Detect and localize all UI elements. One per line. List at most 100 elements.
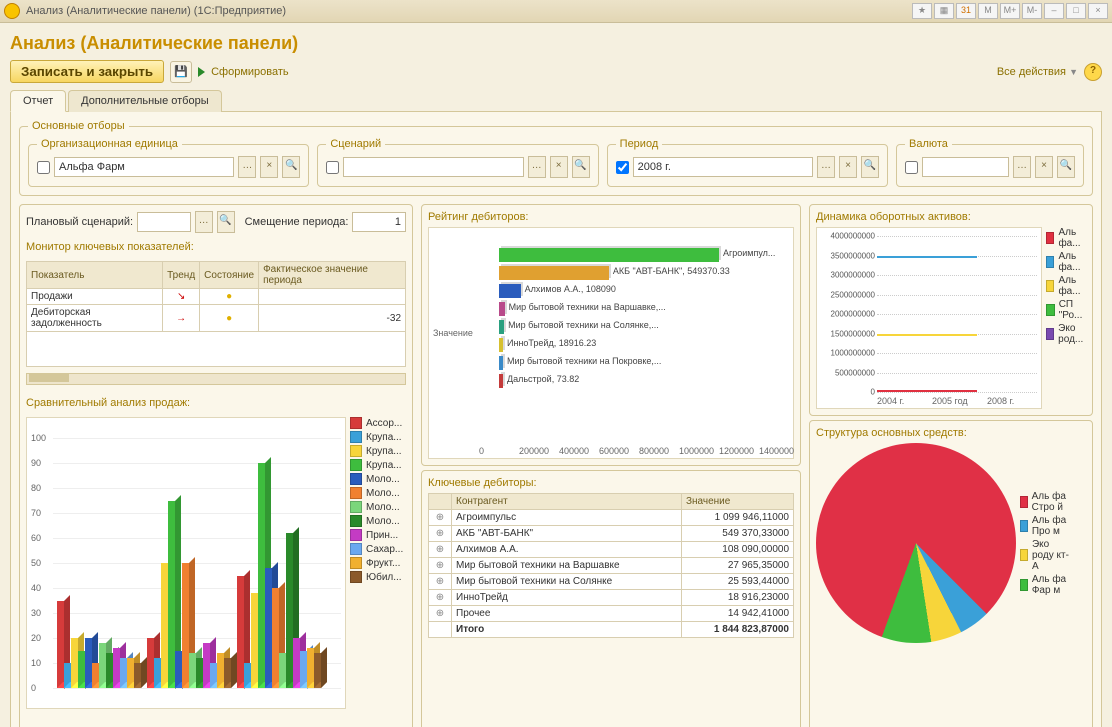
debtors-chart-title: Рейтинг дебиторов:: [428, 211, 794, 223]
app-icon: [4, 3, 20, 19]
legend-item: Эко роду кт-А: [1020, 539, 1070, 572]
filter-scenario-input[interactable]: [343, 157, 523, 177]
table-row[interactable]: ⊕Алхимов А.А.108 090,00000: [429, 542, 794, 558]
sales-legend: Ассор... Крупа... Крупа... Крупа... Моло... М…: [350, 417, 406, 709]
filter-period: Период 2008 г. … × 🔍: [607, 138, 888, 187]
filter-scenario-x-icon[interactable]: ×: [550, 156, 568, 178]
plan-scenario-row: Плановый сценарий: … 🔍 Смещение периода:…: [26, 211, 406, 233]
legend-item: Сахар...: [350, 543, 406, 555]
monitor-table: ПоказательТрендСостояниеФактическое знач…: [26, 261, 406, 367]
plan-label: Плановый сценарий:: [26, 216, 133, 228]
pie-legend: Аль фа Стро йАль фа Про мЭко роду кт-ААл…: [1020, 491, 1070, 596]
filter-scenario-search-icon[interactable]: 🔍: [572, 156, 590, 178]
legend-item: Юбил...: [350, 571, 406, 583]
table-row[interactable]: ⊕Мир бытовой техники на Солянке25 593,44…: [429, 574, 794, 590]
debtors-chart: ЗначениеАгроимпул...АКБ "АВТ-БАНК", 5493…: [428, 227, 794, 459]
filter-period-search-icon[interactable]: 🔍: [861, 156, 879, 178]
save-icon[interactable]: 💾: [170, 61, 192, 83]
filter-org-search-icon[interactable]: 🔍: [282, 156, 300, 178]
table-row[interactable]: Продажи↘●: [27, 289, 406, 305]
filter-org-checkbox[interactable]: [37, 161, 50, 174]
legend-item: Ассор...: [350, 417, 406, 429]
mminus-icon[interactable]: M-: [1022, 3, 1042, 19]
scrollbar[interactable]: [26, 373, 406, 385]
filter-org: Организационная единица Альфа Фарм … × 🔍: [28, 138, 309, 187]
filter-period-x-icon[interactable]: ×: [839, 156, 857, 178]
tool-icon[interactable]: ★: [912, 3, 932, 19]
maximize-icon[interactable]: □: [1066, 3, 1086, 19]
legend-item: Аль фа...: [1046, 275, 1086, 297]
legend-item: Крупа...: [350, 431, 406, 443]
legend-item: Крупа...: [350, 445, 406, 457]
filter-org-x-icon[interactable]: ×: [260, 156, 278, 178]
assets-title: Динамика оборотных активов:: [816, 211, 1086, 223]
tab-extra-filters[interactable]: Дополнительные отборы: [68, 90, 222, 112]
titlebar: Анализ (Аналитические панели) (1С:Предпр…: [0, 0, 1112, 23]
form-button[interactable]: Сформировать: [211, 66, 289, 78]
legend-item: Аль фа...: [1046, 227, 1086, 249]
table-row[interactable]: Дебиторская задолженность→●-32: [27, 305, 406, 332]
filter-currency-clear-icon[interactable]: …: [1013, 156, 1031, 178]
pie-chart: [816, 443, 1016, 643]
calendar-icon[interactable]: 31: [956, 3, 976, 19]
filter-period-checkbox[interactable]: [616, 161, 629, 174]
filter-scenario-checkbox[interactable]: [326, 161, 339, 174]
filter-period-input[interactable]: 2008 г.: [633, 157, 813, 177]
plan-search-icon[interactable]: 🔍: [217, 211, 235, 233]
filter-period-clear-icon[interactable]: …: [817, 156, 835, 178]
table-row[interactable]: ⊕АКБ "АВТ-БАНК"549 370,33000: [429, 526, 794, 542]
all-actions-link[interactable]: Все действия ▼: [997, 66, 1078, 78]
mplus-icon[interactable]: M+: [1000, 3, 1020, 19]
legend-item: Эко род...: [1046, 323, 1086, 345]
assets-line-chart: 0500000000100000000015000000002000000000…: [816, 227, 1042, 409]
table-row[interactable]: ⊕ИнноТрейд18 916,23000: [429, 590, 794, 606]
tabs: Отчет Дополнительные отборы: [10, 89, 1102, 112]
monitor-title: Монитор ключевых показателей:: [26, 241, 406, 253]
m-icon[interactable]: M: [978, 3, 998, 19]
filter-currency: Валюта … × 🔍: [896, 138, 1084, 187]
legend-item: Моло...: [350, 515, 406, 527]
help-icon[interactable]: ?: [1084, 63, 1102, 81]
legend-item: Аль фа...: [1046, 251, 1086, 273]
save-close-button[interactable]: Записать и закрыть: [10, 60, 164, 83]
plan-clear-icon[interactable]: …: [195, 211, 213, 233]
assets-legend: Аль фа...Аль фа...Аль фа...СП "Ро...Эко …: [1046, 227, 1086, 409]
filter-currency-x-icon[interactable]: ×: [1035, 156, 1053, 178]
filter-currency-checkbox[interactable]: [905, 161, 918, 174]
toolbar: Записать и закрыть 💾 Сформировать Все де…: [10, 60, 1102, 83]
filter-currency-search-icon[interactable]: 🔍: [1057, 156, 1075, 178]
play-icon: [198, 67, 205, 77]
table-row[interactable]: ⊕Агроимпульс1 099 946,11000: [429, 510, 794, 526]
filter-org-input[interactable]: Альфа Фарм: [54, 157, 234, 177]
legend-item: Аль фа Фар м: [1020, 574, 1070, 596]
legend-item: Моло...: [350, 473, 406, 485]
legend-item: Аль фа Про м: [1020, 515, 1070, 537]
table-row[interactable]: ⊕Прочее14 942,41000: [429, 606, 794, 622]
filter-scenario-clear-icon[interactable]: …: [528, 156, 546, 178]
legend-item: СП "Ро...: [1046, 299, 1086, 321]
table-row[interactable]: ⊕Мир бытовой техники на Варшавке27 965,3…: [429, 558, 794, 574]
legend-item: Фрукт...: [350, 557, 406, 569]
legend-item: Прин...: [350, 529, 406, 541]
tab-report[interactable]: Отчет: [10, 90, 66, 112]
key-debtors-title: Ключевые дебиторы:: [428, 477, 794, 489]
page-title: Анализ (Аналитические панели): [10, 33, 1102, 54]
window-buttons: ★ ▦ 31 M M+ M- – □ ×: [912, 3, 1108, 19]
offset-label: Смещение периода:: [245, 216, 349, 228]
filter-org-clear-icon[interactable]: …: [238, 156, 256, 178]
pie-title: Структура основных средств:: [816, 427, 1086, 439]
filter-currency-input[interactable]: [922, 157, 1009, 177]
window-title: Анализ (Аналитические панели) (1С:Предпр…: [26, 5, 912, 17]
plan-scenario-input[interactable]: [137, 212, 191, 232]
sales-title: Сравнительный анализ продаж:: [26, 397, 406, 409]
legend-item: Аль фа Стро й: [1020, 491, 1070, 513]
filter-scenario: Сценарий … × 🔍: [317, 138, 598, 187]
legend-item: Крупа...: [350, 459, 406, 471]
filters-legend: Основные отборы: [28, 120, 129, 132]
legend-item: Моло...: [350, 501, 406, 513]
key-debtors-table: КонтрагентЗначение⊕Агроимпульс1 099 946,…: [428, 493, 794, 638]
offset-input[interactable]: 1: [352, 212, 406, 232]
minimize-icon[interactable]: –: [1044, 3, 1064, 19]
calc-icon[interactable]: ▦: [934, 3, 954, 19]
close-icon[interactable]: ×: [1088, 3, 1108, 19]
